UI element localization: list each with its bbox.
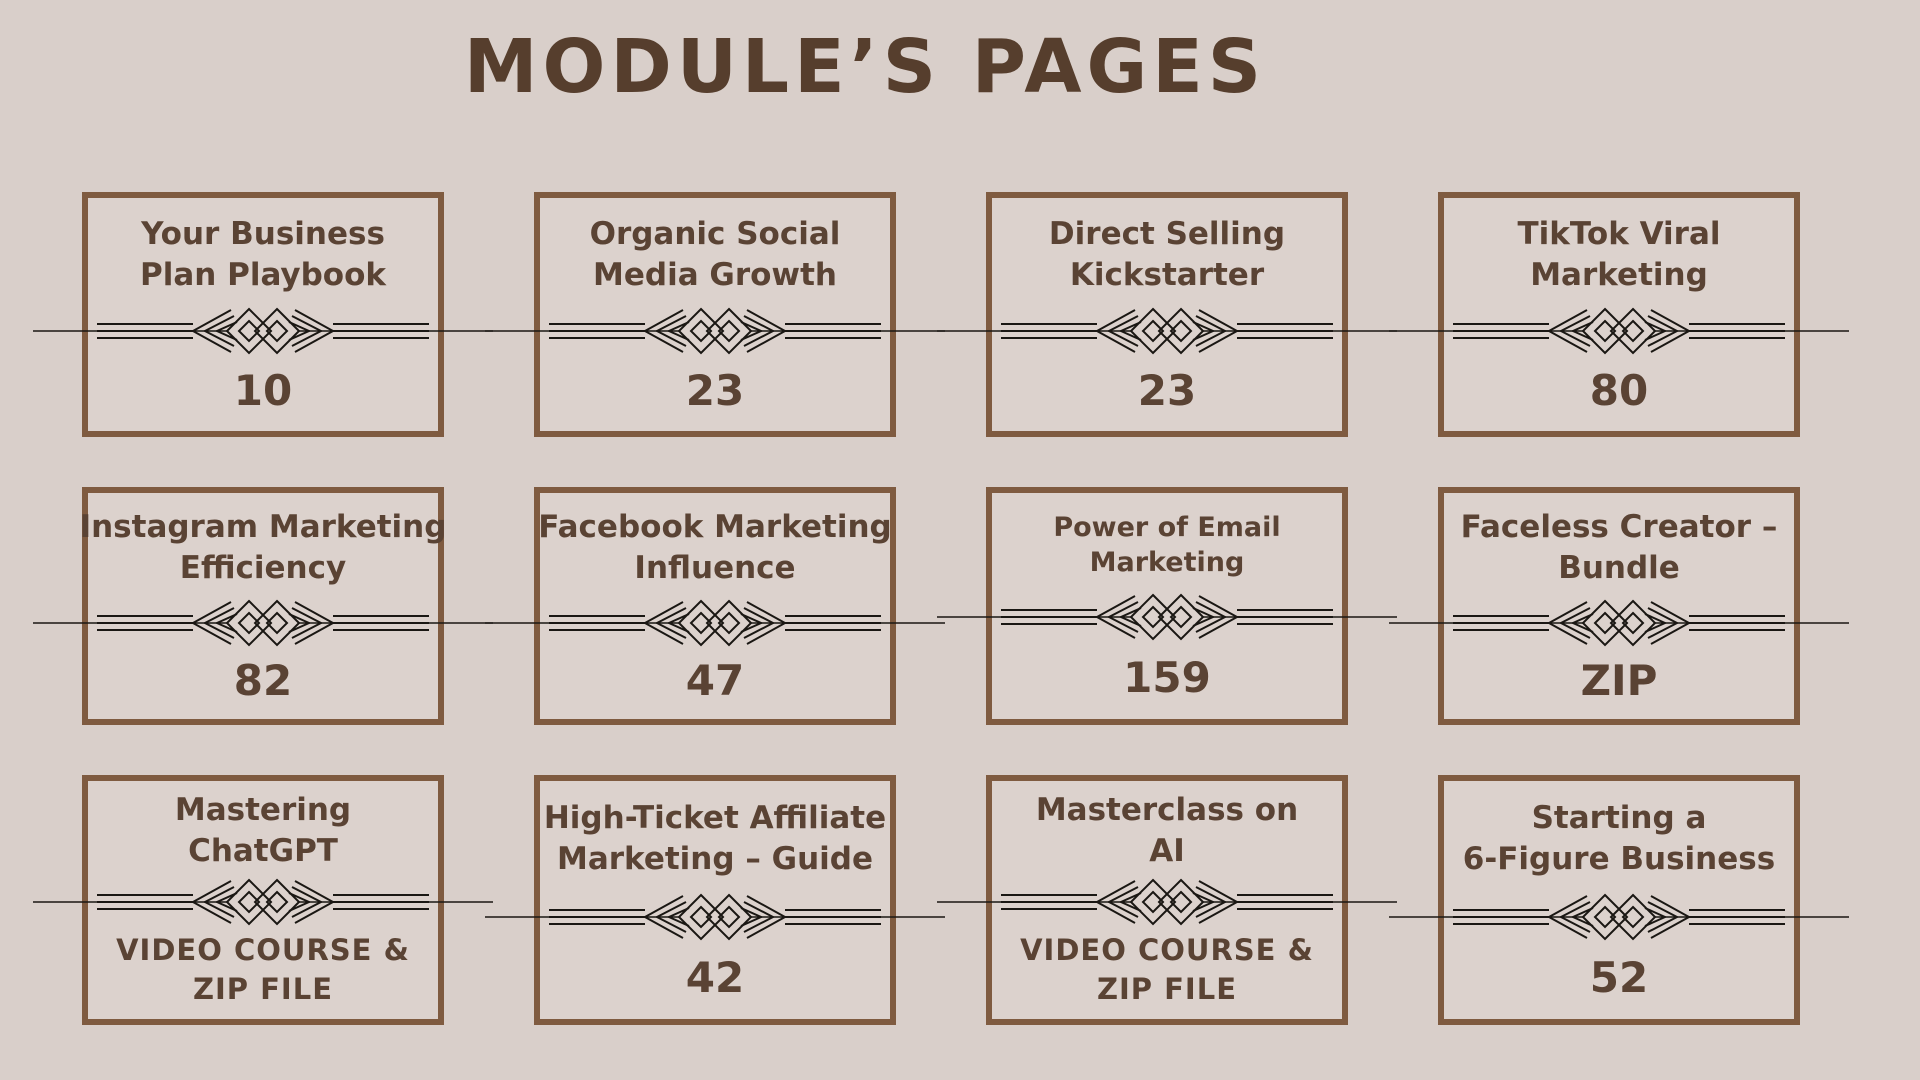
module-title-line: Media Growth <box>593 256 837 293</box>
module-card-direct-selling-kickstarter: Direct Selling Kickstarter 23 <box>937 192 1397 437</box>
module-title-line: Faceless Creator – <box>1460 508 1778 545</box>
module-title: Masterclass on AI <box>1036 789 1298 874</box>
module-title-line: Marketing <box>1530 256 1708 293</box>
module-page-count: 42 <box>686 945 744 1011</box>
module-title-line: Your Business <box>141 215 385 252</box>
module-title-line: Power of Email <box>1053 511 1281 543</box>
module-value-line: 23 <box>685 365 745 415</box>
ornamental-divider-icon <box>937 878 1397 926</box>
module-title-line: AI <box>1149 833 1185 870</box>
module-card-organic-social-media-growth: Organic Social Media Growth 23 <box>485 192 945 437</box>
module-page-count: ZIP <box>1581 651 1658 711</box>
module-value-line: ZIP FILE <box>192 972 334 1007</box>
ornamental-divider-icon <box>485 307 945 355</box>
page-header: MODULE’S PAGES <box>0 0 1920 110</box>
module-card-power-of-email-marketing: Power of Email Marketing 159 <box>937 487 1397 725</box>
module-card-instagram-marketing-efficiency: Instagram Marketing Efficiency 82 <box>33 487 493 725</box>
ornamental-divider-icon <box>485 599 945 647</box>
module-title-line: Efficiency <box>179 549 347 586</box>
module-page-count: 10 <box>234 359 292 423</box>
module-card-mastering-chatgpt: Mastering ChatGPT VIDEO COURSE & ZIP FILE <box>33 775 493 1025</box>
ornamental-divider-icon <box>33 878 493 926</box>
module-title-line: Mastering <box>174 792 352 829</box>
module-title-line: Marketing – Guide <box>557 840 874 877</box>
ornamental-divider-icon <box>1389 599 1849 647</box>
module-value-line: 42 <box>685 952 745 1002</box>
module-card-faceless-creator-bundle: Faceless Creator – Bundle ZIP <box>1389 487 1849 725</box>
module-title: Instagram Marketing Efficiency <box>80 501 447 595</box>
module-title: Direct Selling Kickstarter <box>1049 206 1285 303</box>
module-title-line: Bundle <box>1558 549 1680 586</box>
module-card-your-business-plan-playbook: Your Business Plan Playbook 10 <box>33 192 493 437</box>
module-title: Your Business Plan Playbook <box>140 206 386 303</box>
ornamental-divider-icon <box>33 307 493 355</box>
module-title: High-Ticket Affiliate Marketing – Guide <box>544 789 886 889</box>
module-page-count: 23 <box>1138 359 1196 423</box>
module-page-count: VIDEO COURSE & ZIP FILE <box>116 930 410 1011</box>
module-title: TikTok Viral Marketing <box>1517 206 1720 303</box>
module-title: Starting a 6-Figure Business <box>1463 789 1775 889</box>
module-title: Organic Social Media Growth <box>590 206 841 303</box>
module-title-line: TikTok Viral <box>1517 215 1721 252</box>
module-title-line: ChatGPT <box>188 833 338 870</box>
module-title: Power of Email Marketing <box>1053 501 1280 589</box>
modules-grid: Your Business Plan Playbook 10 Organic So… <box>33 192 1849 1025</box>
ornamental-divider-icon <box>937 594 1397 641</box>
module-value-line: 80 <box>1589 365 1649 415</box>
module-page-count: 52 <box>1590 945 1648 1011</box>
ornamental-divider-icon <box>1389 307 1849 355</box>
module-title: Mastering ChatGPT <box>175 789 351 874</box>
module-title-line: Marketing <box>1089 547 1245 579</box>
module-title-line: Kickstarter <box>1069 256 1265 293</box>
module-page-count: 23 <box>686 359 744 423</box>
module-title-line: Masterclass on <box>1035 792 1299 829</box>
module-value-line: VIDEO COURSE & <box>1020 933 1314 968</box>
ornamental-divider-icon <box>485 893 945 941</box>
module-value-line: ZIP FILE <box>1096 972 1238 1007</box>
module-value-line: 159 <box>1123 653 1211 703</box>
module-title-line: Plan Playbook <box>139 256 387 293</box>
module-value-line: VIDEO COURSE & <box>116 933 410 968</box>
module-title: Facebook Marketing Influence <box>538 501 891 595</box>
module-card-starting-a-6-figure-business: Starting a 6-Figure Business 52 <box>1389 775 1849 1025</box>
module-page-count: 47 <box>686 651 744 711</box>
module-page-count: VIDEO COURSE & ZIP FILE <box>1020 930 1314 1011</box>
module-value-line: 47 <box>685 655 745 705</box>
module-title-line: 6-Figure Business <box>1462 840 1776 877</box>
module-title: Faceless Creator – Bundle <box>1461 501 1778 595</box>
module-page-count: 159 <box>1123 645 1211 711</box>
module-value-line: 82 <box>233 655 293 705</box>
module-card-high-ticket-affiliate-marketing-guide: High-Ticket Affiliate Marketing – Guide 4… <box>485 775 945 1025</box>
module-title-line: Instagram Marketing <box>79 508 447 545</box>
module-title-line: Influence <box>634 549 796 586</box>
module-title-line: Direct Selling <box>1048 215 1286 252</box>
module-value-line: 10 <box>233 365 293 415</box>
module-card-tiktok-viral-marketing: TikTok Viral Marketing 80 <box>1389 192 1849 437</box>
module-value-line: 23 <box>1137 365 1197 415</box>
module-card-masterclass-on-ai: Masterclass on AI VIDEO COURSE & ZIP FILE <box>937 775 1397 1025</box>
module-title-line: Starting a <box>1531 799 1707 836</box>
ornamental-divider-icon <box>1389 893 1849 941</box>
module-page-count: 80 <box>1590 359 1648 423</box>
page-title: MODULE’S PAGES <box>463 24 1267 110</box>
ornamental-divider-icon <box>33 599 493 647</box>
module-value-line: ZIP <box>1580 655 1658 705</box>
ornamental-divider-icon <box>937 307 1397 355</box>
module-title-line: Facebook Marketing <box>538 508 892 545</box>
module-title-line: Organic Social <box>589 215 841 252</box>
module-value-line: 52 <box>1589 952 1649 1002</box>
module-card-facebook-marketing-influence: Facebook Marketing Influence 47 <box>485 487 945 725</box>
module-title-line: High-Ticket Affiliate <box>543 799 887 836</box>
module-page-count: 82 <box>234 651 292 711</box>
